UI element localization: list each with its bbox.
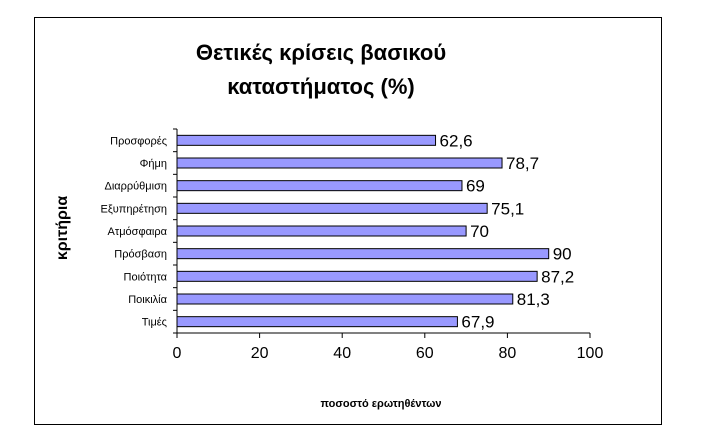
bar-2	[176, 157, 503, 169]
category-label: Διαρρύθμιση	[105, 181, 168, 193]
data-label: 62,6	[440, 131, 473, 150]
x-tick-label: 40	[333, 345, 351, 362]
bar-4	[176, 202, 488, 214]
category-label: Φήμη	[140, 158, 167, 170]
data-label: 81,3	[517, 290, 550, 309]
bar-9	[176, 316, 458, 328]
data-label: 75,1	[491, 199, 524, 218]
y-axis-title: κριτήρια	[54, 196, 71, 261]
category-label: Προσφορές	[110, 135, 167, 147]
data-label: 67,9	[461, 313, 494, 332]
x-tick-label: 80	[499, 345, 517, 362]
category-label: Πρόσβαση	[114, 249, 167, 261]
bar-chart: Θετικές κρίσεις βασικού καταστήματος (%)…	[54, 40, 604, 410]
x-tick-label: 0	[173, 345, 182, 362]
category-label: Ποικιλία	[128, 294, 167, 306]
data-label: 78,7	[506, 154, 539, 173]
bar-8	[176, 293, 514, 305]
bar-6	[176, 248, 550, 260]
category-label: Ατμόσφαιρα	[108, 226, 168, 238]
x-tick-label: 60	[416, 345, 434, 362]
data-label: 90	[553, 245, 572, 264]
plot-area: 0 20 40 60 80 100 Προσφορές 62,6 Φήμη 78,7 Διαρρύθ…	[100, 128, 604, 362]
bar-5	[176, 225, 467, 237]
x-axis-title: ποσοστό ερωτηθέντων	[321, 398, 442, 410]
data-label: 70	[470, 222, 489, 241]
chart-title-line1: Θετικές κρίσεις βασικού	[196, 40, 446, 65]
bar-3	[176, 180, 463, 192]
data-label: 69	[466, 177, 485, 196]
category-label: Ποιότητα	[124, 271, 168, 283]
category-label: Τιμές	[142, 317, 167, 329]
bar-7	[176, 270, 538, 282]
category-label: Εξυπηρέτηση	[100, 203, 167, 215]
x-tick-label: 20	[251, 345, 269, 362]
x-tick-label: 100	[577, 345, 604, 362]
chart-title-line2: καταστήματος (%)	[227, 74, 415, 99]
bar-1	[176, 134, 437, 146]
chart-frame: Θετικές κρίσεις βασικού καταστήματος (%)…	[34, 17, 662, 425]
data-label: 87,2	[541, 267, 574, 286]
